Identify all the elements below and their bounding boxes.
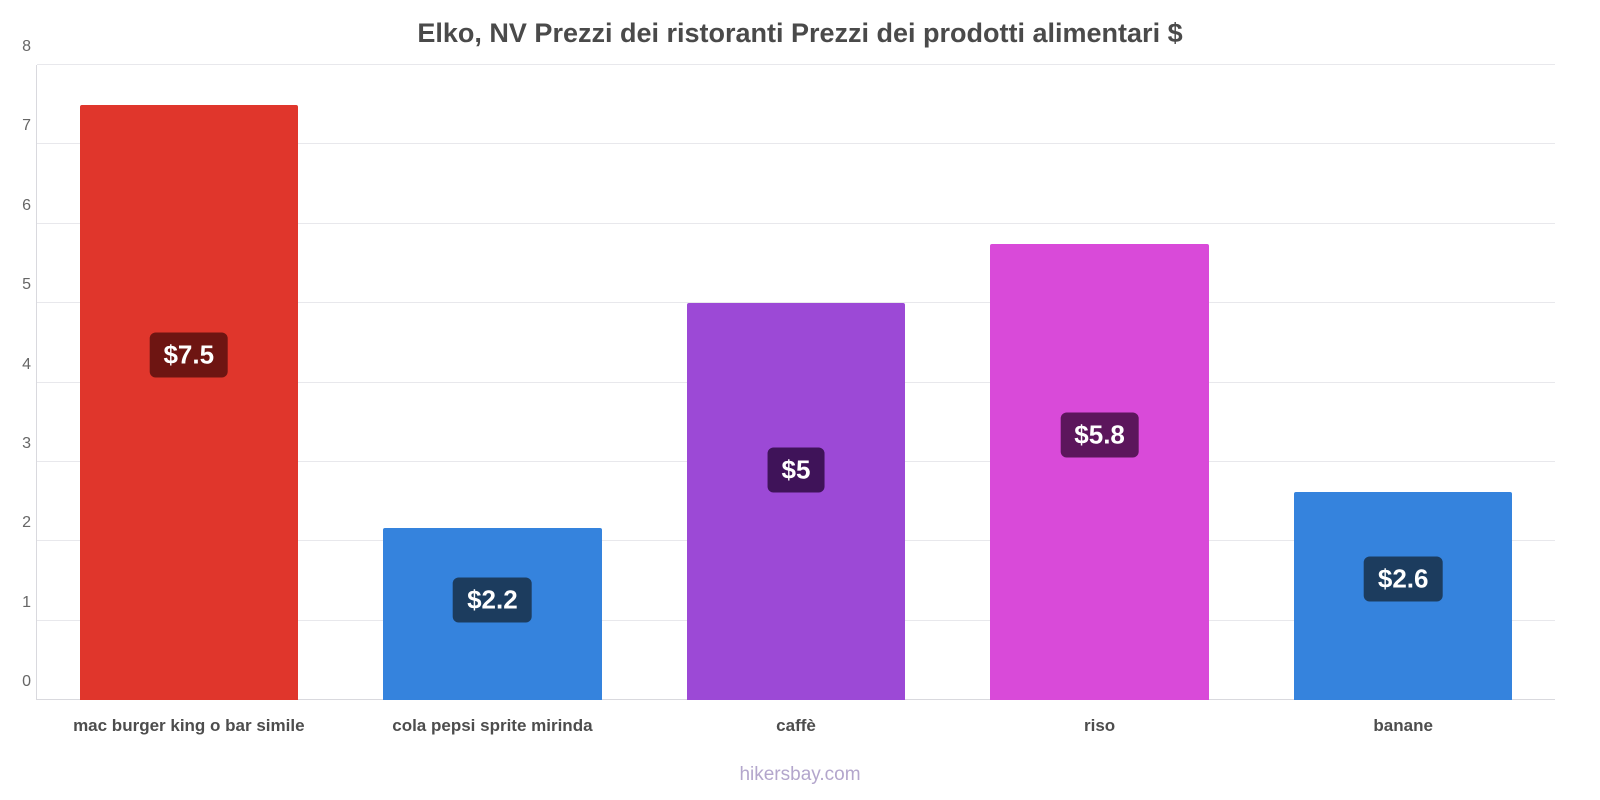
- bar-4: $5.8: [990, 243, 1209, 700]
- x-axis-category-label: riso: [1084, 716, 1116, 735]
- y-axis-tick-label: 0: [22, 673, 31, 690]
- gridline: [37, 302, 1555, 304]
- y-axis-tick-label: 3: [22, 434, 31, 452]
- y-axis-tick-label: 4: [22, 355, 31, 373]
- gridline: [37, 143, 1555, 145]
- bar-value-label: $5: [767, 447, 825, 493]
- plot-area: 0 1 2 3 4 5 6 7 8 $7.5 mac burger king o bar simil…: [22, 38, 1555, 735]
- y-axis-tick-label: 7: [22, 117, 31, 135]
- y-axis-tick-label: 2: [22, 514, 31, 532]
- bar-2: $2.2: [383, 527, 602, 700]
- bar-3: $5: [686, 303, 906, 700]
- y-axis-tick-label: 8: [22, 38, 31, 55]
- bar-value-label: $7.5: [149, 332, 229, 378]
- bar-value-label: $2.2: [453, 577, 532, 623]
- x-axis-category-label: caffè: [776, 716, 816, 735]
- x-axis-category-label: banane: [1373, 716, 1433, 735]
- bar-value-label: $5.8: [1060, 412, 1139, 458]
- x-axis-category-label: cola pepsi sprite mirinda: [392, 716, 593, 735]
- bar-value-label: $2.6: [1363, 556, 1443, 602]
- chart-title: Elko, NV Prezzi dei ristoranti Prezzi de…: [417, 18, 1183, 48]
- y-axis-tick-label: 1: [22, 593, 31, 611]
- bar-5: $2.6: [1293, 492, 1513, 700]
- gridline: [37, 64, 1555, 65]
- x-axis-category-label: mac burger king o bar simile: [73, 716, 305, 735]
- watermark-text: hikersbay.com: [739, 764, 861, 785]
- bar-1: $7.5: [79, 104, 299, 700]
- y-axis-tick-label: 6: [22, 196, 31, 214]
- y-axis-tick-label: 5: [22, 276, 31, 294]
- gridline: [37, 222, 1555, 224]
